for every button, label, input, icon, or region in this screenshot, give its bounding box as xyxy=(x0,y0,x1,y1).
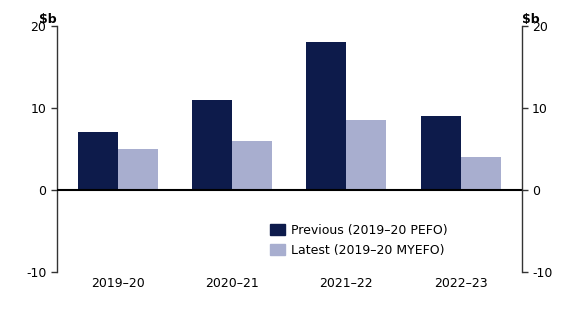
Text: $b: $b xyxy=(39,12,57,26)
Text: $b: $b xyxy=(522,12,539,26)
Bar xyxy=(232,140,272,190)
Bar xyxy=(460,157,501,190)
Bar xyxy=(118,149,158,190)
Bar xyxy=(421,116,460,190)
Bar xyxy=(78,132,118,190)
Bar xyxy=(306,42,346,190)
Bar xyxy=(346,120,386,190)
Legend: Previous (2019–20 PEFO), Latest (2019–20 MYEFO): Previous (2019–20 PEFO), Latest (2019–20… xyxy=(264,217,454,263)
Bar xyxy=(192,100,232,190)
